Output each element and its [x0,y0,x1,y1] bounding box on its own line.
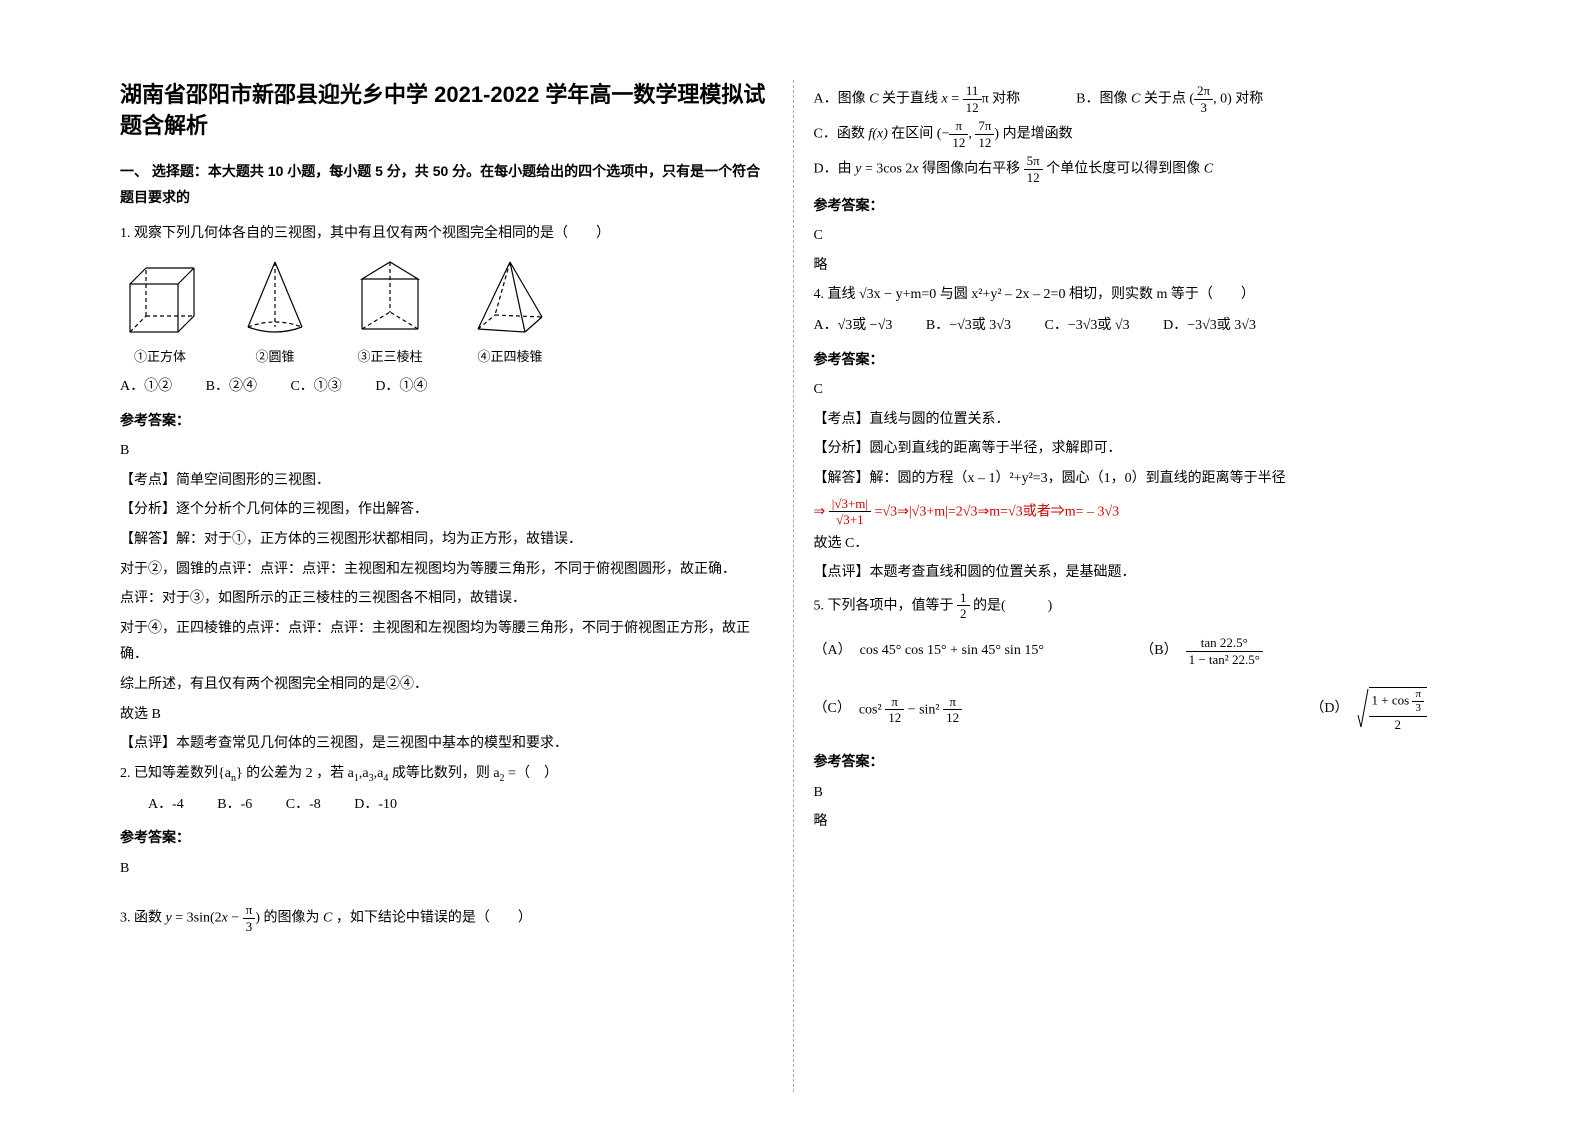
q5-stem: 5. 下列各项中，值等于 12 的是( ) [814,590,1468,622]
shapes-row: ①正方体 ②圆锥 [120,259,773,370]
shape-pyramid: ④正四棱锥 [470,259,550,370]
q4-solve-b: ⇒ |√3+m|√3+1 =√3⇒|√3+m|=2√3⇒m=√3或者⇒m= – … [814,496,1468,528]
q2-opt-c: C．-8 [286,792,321,819]
q5-opt-b: （B） tan 22.5°1 − tan² 22.5° [1140,635,1467,667]
q5-answer-label: 参考答案： [814,750,1468,777]
q2-opt-b: B．-6 [217,792,252,819]
q3-answer: C [814,223,1468,250]
shape-label-4: ④正四棱锥 [477,345,542,370]
q2-opt-a: A．-4 [148,792,184,819]
shape-cube: ①正方体 [120,264,200,370]
q5-opt-c: （C） cos² π12 − sin² π12 [814,687,1141,732]
q2-answer-label: 参考答案： [120,826,773,853]
q5-opt-a: （A） cos 45° cos 15° + sin 45° sin 15° [814,635,1141,667]
q4-solve-a: 【解答】解：圆的方程（x – 1）²+y²=3，圆心（1，0）到直线的距离等于半… [814,466,1468,493]
sqrt-icon [1357,687,1369,731]
q1-solve-3: 点评：对于③，如图所示的正三棱柱的三视图各不相同，故错误． [120,586,773,613]
q1-point: 【考点】简单空间图形的三视图． [120,468,773,495]
shape-label-1: ①正方体 [134,345,186,370]
q1-solve-6: 故选 B [120,702,773,729]
q3-opt-a: A．图像 C 关于直线 x = 1112π 对称 B．图像 C 关于点 (2π3… [814,83,1468,115]
q3-note: 略 [814,253,1468,280]
q4-answer: C [814,377,1468,404]
q3-stem: 3. 函数 y = 3sin(2x − π3) 的图像为 C ，如下结论中错误的… [120,902,773,934]
q4-answer-label: 参考答案： [814,348,1468,375]
pyramid-icon [470,259,550,339]
q2-opt-d: D．-10 [354,792,397,819]
q5-answer: B [814,780,1468,807]
cone-icon [240,259,310,339]
q5-options: （A） cos 45° cos 15° + sin 45° sin 15° （B… [814,625,1468,742]
q4-comment: 【点评】本题考查直线和圆的位置关系，是基础题． [814,560,1468,587]
q4-opt-c: C．−3√3或 √3 [1044,313,1129,340]
q1-stem: 1. 观察下列几何体各自的三视图，其中有且仅有两个视图完全相同的是（ ） [120,221,773,248]
prism-icon [350,259,430,339]
q5-note: 略 [814,809,1468,836]
shape-cone: ②圆锥 [240,259,310,370]
q2-options: A．-4 B．-6 C．-8 D．-10 [120,792,773,819]
q1-answer: B [120,438,773,465]
q3-answer-label: 参考答案： [814,194,1468,221]
q4-opt-b: B．−√3或 3√3 [926,313,1011,340]
shape-label-2: ②圆锥 [255,345,294,370]
document-title: 湖南省邵阳市新邵县迎光乡中学 2021-2022 学年高一数学理模拟试题含解析 [120,80,773,142]
section-header: 一、 选择题：本大题共 10 小题，每小题 5 分，共 50 分。在每小题给出的… [120,158,773,211]
q4-point: 【考点】直线与圆的位置关系． [814,407,1468,434]
q2-stem: 2. 已知等差数列{an} 的公差为 2 ，若 a1,a3,a4 成等比数列，则… [120,761,773,788]
q1-solve-5: 综上所述，有且仅有两个视图完全相同的是②④． [120,672,773,699]
q1-comment: 【点评】本题考查常见几何体的三视图，是三视图中基本的模型和要求． [120,731,773,758]
q2-answer: B [120,856,773,883]
q5-opt-d: （D） 1 + cos π32 [1140,687,1467,732]
q4-opt-a: A．√3或 −√3 [814,313,893,340]
q1-analysis: 【分析】逐个分析个几何体的三视图，作出解答． [120,497,773,524]
q4-stem: 4. 直线 √3x − y+m=0 与圆 x²+y² – 2x – 2=0 相切… [814,282,1468,309]
left-column: 湖南省邵阳市新邵县迎光乡中学 2021-2022 学年高一数学理模拟试题含解析 … [100,80,794,1092]
q4-options: A．√3或 −√3 B．−√3或 3√3 C．−3√3或 √3 D．−3√3或 … [814,313,1468,340]
q1-answer-label: 参考答案： [120,409,773,436]
q1-opt-b: B．②④ [206,374,257,401]
right-column: A．图像 C 关于直线 x = 1112π 对称 B．图像 C 关于点 (2π3… [794,80,1488,1092]
q1-solve-2: 对于②，圆锥的点评：点评：点评：主视图和左视图均为等腰三角形，不同于俯视图圆形，… [120,557,773,584]
q1-solve-4: 对于④，正四棱锥的点评：点评：点评：主视图和左视图均为等腰三角形，不同于俯视图正… [120,616,773,669]
cube-icon [120,264,200,339]
q1-opt-d: D．①④ [375,374,427,401]
shape-prism: ③正三棱柱 [350,259,430,370]
shape-label-3: ③正三棱柱 [357,345,422,370]
q1-solve-1: 【解答】解：对于①，正方体的三视图形状都相同，均为正方形，故错误． [120,527,773,554]
q1-options: A．①② B．②④ C．①③ D．①④ [120,374,773,401]
q1-opt-c: C．①③ [290,374,341,401]
q4-l2: 故选 C． [814,531,1468,558]
q1-opt-a: A．①② [120,374,172,401]
q4-opt-d: D．−3√3或 3√3 [1163,313,1256,340]
q3-opt-c: C．函数 f(x) 在区间 (−π12, 7π12) 内是增函数 [814,118,1468,150]
q4-analysis: 【分析】圆心到直线的距离等于半径，求解即可． [814,436,1468,463]
q3-opt-d: D．由 y = 3cos 2x 得图像向右平移 5π12 个单位长度可以得到图像… [814,153,1468,185]
